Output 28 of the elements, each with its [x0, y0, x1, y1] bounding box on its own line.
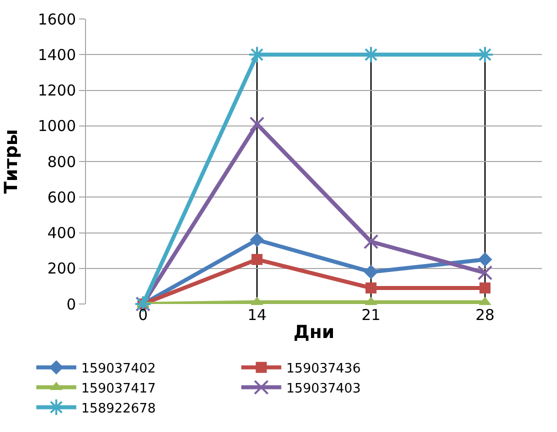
y-tick-label: 1000	[38, 117, 76, 136]
y-tick-label: 1200	[38, 82, 76, 100]
y-tick-label: 200	[47, 260, 76, 278]
point	[364, 264, 378, 280]
x-axis-title: Дни	[293, 322, 335, 344]
y-tick-label: 1400	[38, 46, 76, 64]
x-tick-label: 21	[361, 306, 381, 324]
point	[478, 265, 492, 280]
point	[250, 232, 264, 248]
x-tick-label: 28	[475, 306, 495, 324]
legend-label: 159037402	[81, 361, 156, 376]
legend-label: 158922678	[81, 401, 156, 416]
point	[478, 252, 492, 267]
x-tick-label: 14	[247, 306, 267, 324]
y-tick-label: 400	[47, 224, 76, 242]
point	[364, 234, 378, 250]
y-tick-label: 600	[47, 188, 76, 206]
point	[250, 116, 264, 132]
y-tick-label: 1600	[38, 10, 76, 28]
point	[366, 282, 376, 294]
y-axis-title: Титры	[1, 129, 22, 194]
y-tick-label: 800	[47, 152, 76, 171]
point	[252, 254, 262, 265]
point	[480, 282, 490, 294]
legend-label: 159037436	[286, 361, 361, 376]
x-tick-label: 0	[138, 306, 148, 324]
legend-label: 159037403	[286, 381, 361, 396]
legend-label: 159037417	[81, 381, 156, 396]
